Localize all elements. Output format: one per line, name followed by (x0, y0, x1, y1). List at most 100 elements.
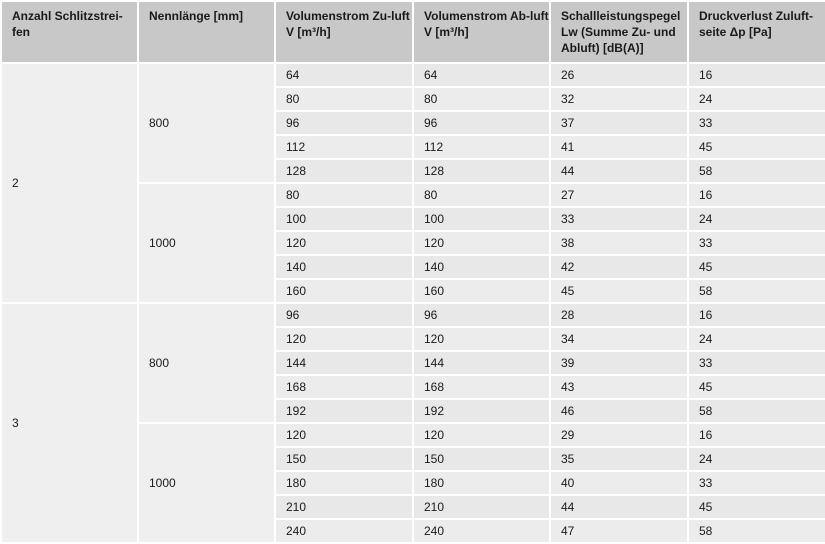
cell-schallpegel: 38 (549, 230, 689, 256)
cell-zuluft: 80 (274, 86, 414, 112)
cell-schallpegel: 34 (549, 326, 689, 352)
cell-abluft: 150 (412, 446, 551, 472)
cell-zuluft: 150 (274, 446, 414, 472)
cell-abluft: 168 (412, 374, 551, 400)
cell-zuluft: 192 (274, 398, 414, 424)
table-row: 210 210 44 45 (1, 494, 825, 520)
cell-druckverlust: 33 (687, 470, 825, 496)
cell-zuluft: 120 (274, 326, 414, 352)
cell-nennlaenge: 1000 (137, 422, 276, 544)
cell-abluft: 96 (412, 302, 551, 328)
table-row: 100 100 33 24 (1, 206, 825, 232)
cell-abluft: 240 (412, 518, 551, 544)
cell-abluft: 112 (412, 134, 551, 160)
table-row: 128 128 44 58 (1, 158, 825, 184)
cell-schallpegel: 43 (549, 374, 689, 400)
cell-schallpegel: 40 (549, 470, 689, 496)
cell-zuluft: 96 (274, 302, 414, 328)
cell-zuluft: 80 (274, 182, 414, 208)
cell-zuluft: 112 (274, 134, 414, 160)
cell-druckverlust: 24 (687, 326, 825, 352)
header-nennlaenge: Nennlänge [mm] (137, 0, 276, 64)
table-row: 1000 120 120 29 16 (1, 422, 825, 544)
cell-schallpegel: 39 (549, 350, 689, 376)
cell-druckverlust: 16 (687, 302, 825, 328)
table-row: 192 192 46 58 (1, 398, 825, 424)
cell-druckverlust: 24 (687, 86, 825, 112)
cell-anzahl: 3 (0, 302, 139, 544)
cell-druckverlust: 58 (687, 518, 825, 544)
table-row: 112 112 41 45 (1, 134, 825, 160)
table-row: 140 140 42 45 (1, 254, 825, 280)
table-row: 96 96 37 33 (1, 110, 825, 136)
cell-zuluft: 120 (274, 230, 414, 256)
header-druckverlust: Druckverlust Zuluft-seite Δp [Pa] (687, 0, 825, 64)
cell-schallpegel: 42 (549, 254, 689, 280)
table-row: 80 80 32 24 (1, 86, 825, 112)
cell-zuluft: 180 (274, 470, 414, 496)
table-header: Anzahl Schlitzstrei-fen Nennlänge [mm] V… (0, 0, 825, 64)
header-anzahl: Anzahl Schlitzstrei-fen (0, 0, 139, 64)
cell-druckverlust: 58 (687, 398, 825, 424)
cell-abluft: 100 (412, 206, 551, 232)
cell-schallpegel: 33 (549, 206, 689, 232)
cell-schallpegel: 35 (549, 446, 689, 472)
cell-zuluft: 96 (274, 110, 414, 136)
cell-abluft: 120 (412, 230, 551, 256)
table-row: 160 160 45 58 (1, 278, 825, 304)
cell-abluft: 80 (412, 182, 551, 208)
cell-schallpegel: 44 (549, 494, 689, 520)
cell-nennlaenge: 1000 (137, 182, 276, 304)
cell-schallpegel: 26 (549, 62, 689, 88)
cell-schallpegel: 32 (549, 86, 689, 112)
cell-druckverlust: 45 (687, 494, 825, 520)
cell-abluft: 80 (412, 86, 551, 112)
cell-druckverlust: 45 (687, 254, 825, 280)
cell-abluft: 64 (412, 62, 551, 88)
cell-zuluft: 240 (274, 518, 414, 544)
cell-abluft: 140 (412, 254, 551, 280)
cell-zuluft: 128 (274, 158, 414, 184)
table-row: 180 180 40 33 (1, 470, 825, 496)
cell-druckverlust: 45 (687, 374, 825, 400)
cell-druckverlust: 24 (687, 446, 825, 472)
cell-abluft: 160 (412, 278, 551, 304)
cell-abluft: 144 (412, 350, 551, 376)
cell-druckverlust: 33 (687, 110, 825, 136)
cell-druckverlust: 45 (687, 134, 825, 160)
table-body: 2 800 64 64 26 16 80 80 32 24 96 96 37 33 112 112 41 45 12… (0, 62, 825, 544)
cell-schallpegel: 37 (549, 110, 689, 136)
cell-abluft: 192 (412, 398, 551, 424)
cell-zuluft: 144 (274, 350, 414, 376)
cell-druckverlust: 24 (687, 206, 825, 232)
header-volumenstrom-zuluft: Volumenstrom Zu-luft V [m³/h] (274, 0, 414, 64)
table-row: 3 800 96 96 28 16 (0, 302, 825, 544)
table-row: 120 120 34 24 (1, 326, 825, 352)
cell-abluft: 120 (412, 326, 551, 352)
cell-schallpegel: 45 (549, 278, 689, 304)
cell-zuluft: 140 (274, 254, 414, 280)
cell-nennlaenge: 800 (137, 62, 276, 184)
cell-zuluft: 160 (274, 278, 414, 304)
cell-abluft: 128 (412, 158, 551, 184)
cell-schallpegel: 41 (549, 134, 689, 160)
cell-abluft: 210 (412, 494, 551, 520)
cell-abluft: 180 (412, 470, 551, 496)
cell-abluft: 96 (412, 110, 551, 136)
cell-druckverlust: 33 (687, 230, 825, 256)
table-row: 240 240 47 58 (1, 518, 825, 544)
cell-schallpegel: 46 (549, 398, 689, 424)
cell-druckverlust: 16 (687, 62, 825, 88)
cell-zuluft: 100 (274, 206, 414, 232)
header-row: Anzahl Schlitzstrei-fen Nennlänge [mm] V… (0, 0, 825, 64)
cell-zuluft: 64 (274, 62, 414, 88)
cell-schallpegel: 27 (549, 182, 689, 208)
cell-druckverlust: 58 (687, 278, 825, 304)
table-row: 2 800 64 64 26 16 (0, 62, 825, 304)
table-row: 144 144 39 33 (1, 350, 825, 376)
cell-zuluft: 210 (274, 494, 414, 520)
cell-zuluft: 168 (274, 374, 414, 400)
table-row: 150 150 35 24 (1, 446, 825, 472)
cell-schallpegel: 29 (549, 422, 689, 448)
